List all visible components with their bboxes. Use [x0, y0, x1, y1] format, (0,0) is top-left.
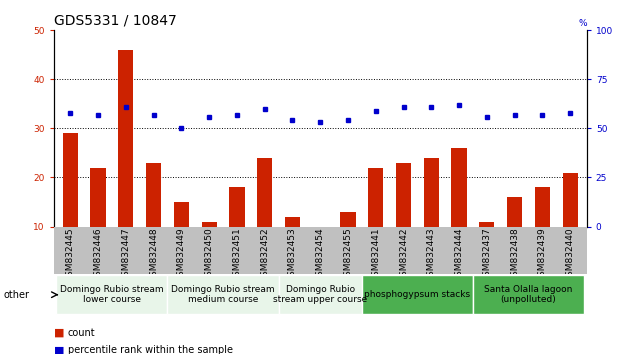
Text: phosphogypsum stacks: phosphogypsum stacks — [364, 290, 471, 299]
Text: Domingo Rubio stream
medium course: Domingo Rubio stream medium course — [171, 285, 275, 304]
Text: GSM832454: GSM832454 — [316, 228, 325, 282]
Bar — [146, 163, 162, 227]
Text: Santa Olalla lagoon
(unpolluted): Santa Olalla lagoon (unpolluted) — [485, 285, 573, 304]
Text: ■: ■ — [54, 328, 64, 338]
Text: %: % — [578, 19, 587, 28]
Text: other: other — [3, 290, 29, 300]
Text: percentile rank within the sample: percentile rank within the sample — [68, 346, 232, 354]
Bar — [229, 187, 245, 227]
Bar — [118, 50, 134, 227]
Text: GSM832444: GSM832444 — [454, 228, 464, 282]
Bar — [396, 163, 411, 227]
Bar — [507, 197, 522, 227]
Text: Domingo Rubio stream
lower course: Domingo Rubio stream lower course — [60, 285, 164, 304]
Text: GSM832446: GSM832446 — [93, 228, 103, 282]
FancyBboxPatch shape — [278, 275, 362, 314]
Text: GSM832439: GSM832439 — [538, 228, 547, 282]
Bar — [257, 158, 273, 227]
Bar — [340, 212, 356, 227]
FancyBboxPatch shape — [167, 275, 278, 314]
Text: GSM832449: GSM832449 — [177, 228, 186, 282]
Bar — [451, 148, 467, 227]
Text: GSM832455: GSM832455 — [343, 228, 353, 282]
Text: GSM832441: GSM832441 — [371, 228, 380, 282]
Text: GSM832451: GSM832451 — [232, 228, 242, 282]
Text: GSM832440: GSM832440 — [565, 228, 575, 282]
Text: GSM832445: GSM832445 — [66, 228, 75, 282]
Text: Domingo Rubio
stream upper course: Domingo Rubio stream upper course — [273, 285, 367, 304]
Text: GSM832447: GSM832447 — [121, 228, 131, 282]
Text: ■: ■ — [54, 346, 64, 354]
Text: GSM832438: GSM832438 — [510, 228, 519, 282]
FancyBboxPatch shape — [473, 275, 584, 314]
Bar — [534, 187, 550, 227]
Text: GSM832437: GSM832437 — [482, 228, 492, 282]
Bar — [368, 167, 384, 227]
Text: GDS5331 / 10847: GDS5331 / 10847 — [54, 13, 177, 28]
Text: GSM832442: GSM832442 — [399, 228, 408, 282]
Text: GSM832448: GSM832448 — [149, 228, 158, 282]
Bar — [562, 172, 578, 227]
Text: count: count — [68, 328, 95, 338]
Text: GSM832452: GSM832452 — [260, 228, 269, 282]
Bar — [90, 167, 106, 227]
Bar — [201, 222, 217, 227]
Text: GSM832443: GSM832443 — [427, 228, 436, 282]
Bar — [423, 158, 439, 227]
Text: GSM832450: GSM832450 — [204, 228, 214, 282]
Bar — [62, 133, 78, 227]
Bar — [285, 217, 300, 227]
Text: GSM832453: GSM832453 — [288, 228, 297, 282]
Bar — [479, 222, 495, 227]
FancyBboxPatch shape — [362, 275, 473, 314]
FancyBboxPatch shape — [56, 275, 167, 314]
Bar — [174, 202, 189, 227]
